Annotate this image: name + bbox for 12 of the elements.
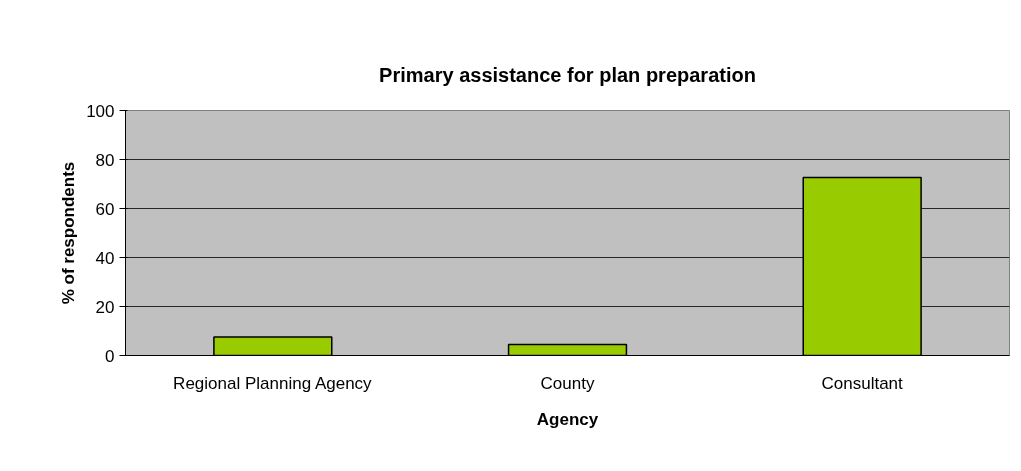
y-axis-title: % of respondents <box>59 161 79 305</box>
x-tick-label: Regional Planning Agency <box>173 373 373 393</box>
y-tick-label: 60 <box>95 199 115 219</box>
y-tick-label: 0 <box>105 346 115 366</box>
y-tick-label: 20 <box>95 297 115 317</box>
y-tick-label: 100 <box>86 101 115 121</box>
y-tick-label: 80 <box>95 150 115 170</box>
y-tick-label: 40 <box>95 248 115 268</box>
x-tick-label: County <box>540 373 595 393</box>
x-tick-label: Consultant <box>821 373 904 393</box>
chart-title: Primary assistance for plan preparation <box>379 63 756 86</box>
x-axis-title: Agency <box>536 409 599 429</box>
